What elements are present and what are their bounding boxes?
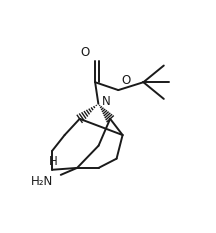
Text: N: N — [102, 95, 111, 108]
Text: O: O — [121, 74, 130, 87]
Text: H₂N: H₂N — [31, 175, 53, 188]
Text: H: H — [49, 155, 58, 168]
Text: O: O — [81, 46, 90, 58]
